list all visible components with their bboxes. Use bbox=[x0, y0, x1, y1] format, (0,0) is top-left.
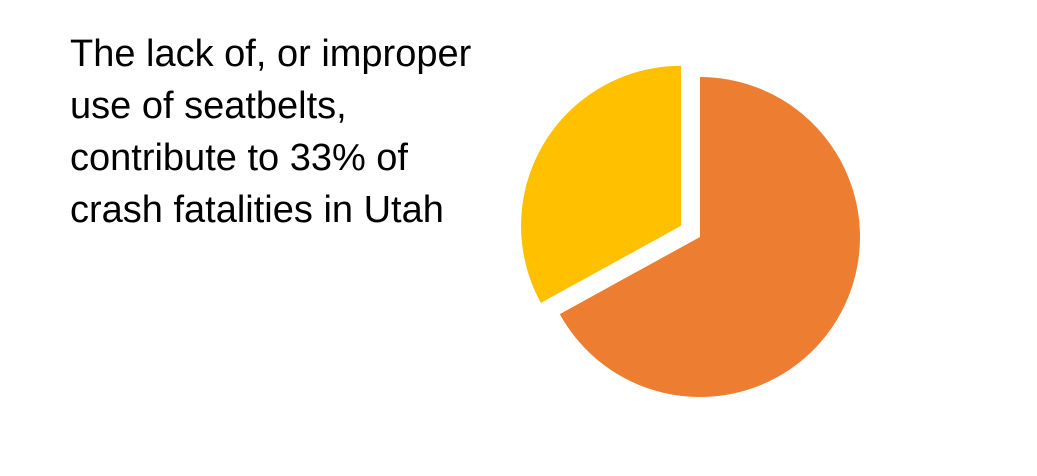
caption-line-2: use of seatbelts, bbox=[70, 85, 347, 127]
caption-line-4: crash fatalities in Utah bbox=[70, 189, 444, 231]
caption-line-1: The lack of, or improper bbox=[70, 33, 472, 75]
chart-caption: The lack of, or improper use of seatbelt… bbox=[70, 28, 510, 236]
caption-line-3: contribute to 33% of bbox=[70, 137, 408, 179]
pie-slice-2 bbox=[559, 77, 861, 397]
pie-slice-1 bbox=[521, 65, 682, 303]
